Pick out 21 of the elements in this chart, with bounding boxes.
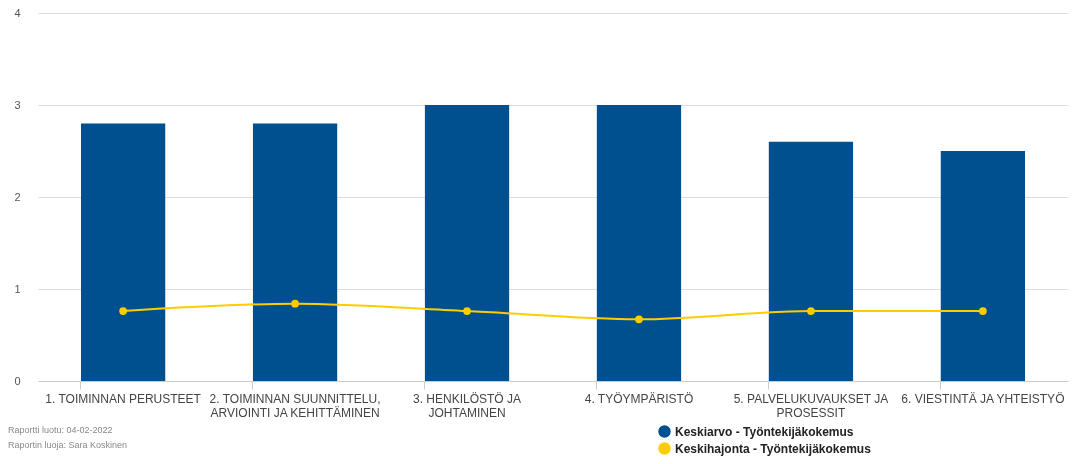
y-tick-label: 2 [14,190,21,203]
x-tick-label: 5. PALVELUKUVAUKSET JA PROSESSIT [733,391,889,420]
bar [80,123,166,381]
bar [596,105,682,381]
y-tick-label: 1 [14,282,21,295]
bar [252,123,338,381]
bar [768,141,854,381]
x-tick-label: 6. VIESTINTÄ JA YHTEISTYÖ [901,391,1065,406]
text: Raportin luoja: Sara Koskinen [8,440,128,450]
text: Raportti luotu: 04-02-2022 [8,425,113,435]
bar [424,105,510,381]
x-tick-label: 3. HENKILÖSTÖ JA JOHTAMINEN [413,391,522,420]
x-tick-label: 1. TOIMINNAN PERUSTEET [45,391,202,406]
y-tick-label: 0 [14,374,21,387]
x-tick-label: 4. TYÖYMPÄRISTÖ [584,391,694,406]
y-tick-label: 4 [14,6,21,19]
x-tick-label: 2. TOIMINNAN SUUNNITTELU, ARVIOINTI JA KEHITTÄMINEN [209,391,381,420]
y-tick-label: 3 [14,98,21,111]
legend-label: Keskiarvo - Työntekijäkokemus [675,424,854,439]
legend-label: Keskihajonta - Työntekijäkokemus [675,441,872,456]
bar [940,151,1026,381]
